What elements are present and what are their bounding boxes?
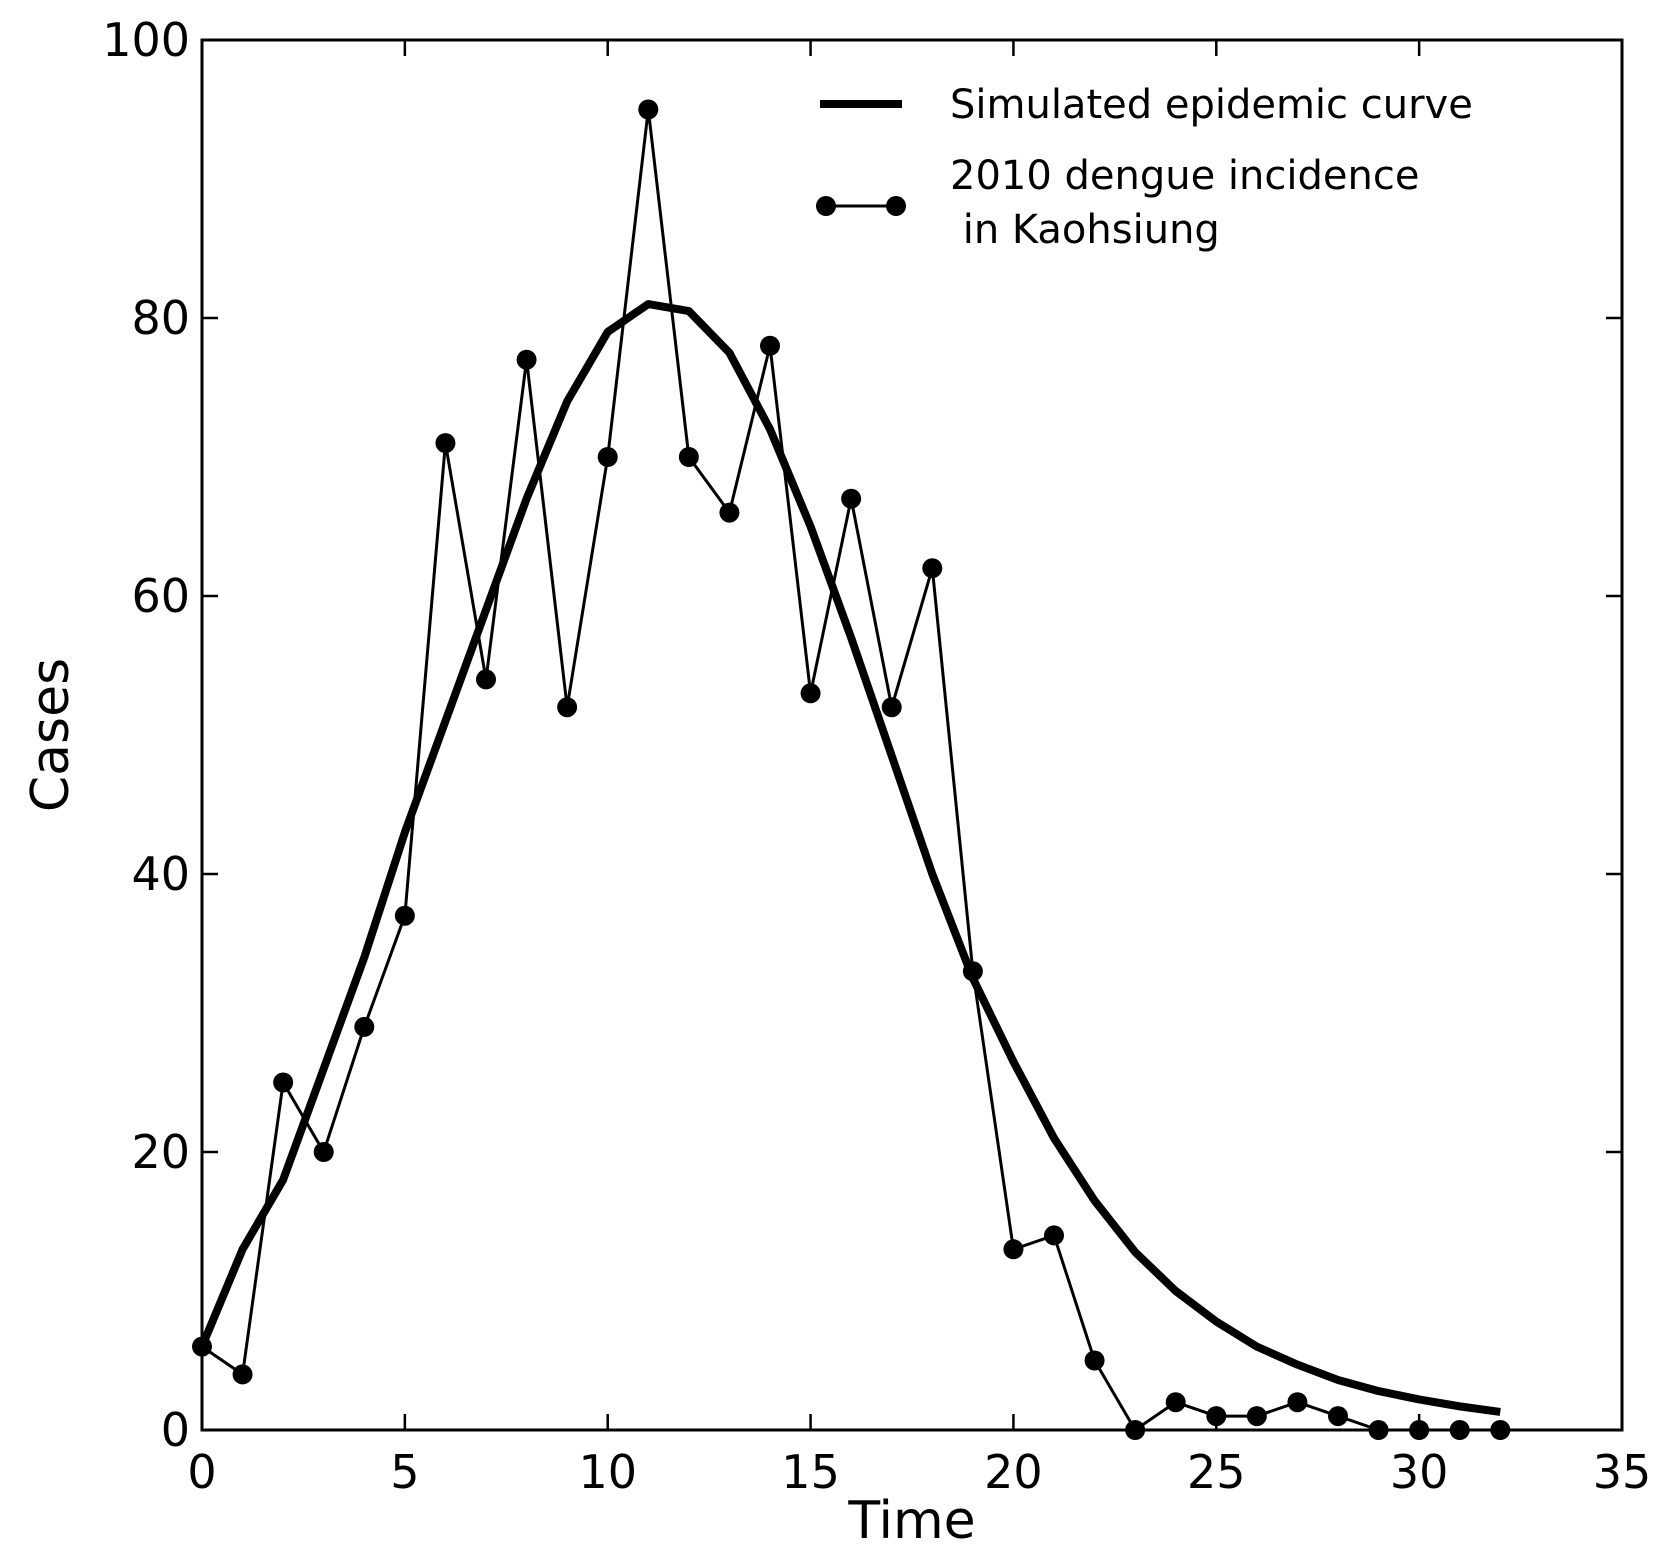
y-tick-label: 0 [161,1403,190,1457]
data-point [476,669,496,690]
data-point [273,1072,294,1093]
data-point [800,683,821,704]
data-point [1246,1406,1267,1427]
data-point [638,99,659,120]
data-point [232,1364,253,1385]
y-tick-label: 100 [102,13,190,67]
data-point [1165,1392,1186,1413]
data-point [962,961,983,982]
plot-area [192,99,1511,1440]
data-point [1003,1239,1024,1260]
legend-label-incidence: 2010 dengue incidence in Kaohsiung [950,153,1419,253]
data-point [922,558,943,579]
data-point [760,335,780,356]
y-tick-label: 80 [131,291,190,345]
x-tick-label: 30 [1390,1445,1449,1499]
y-tick-label: 20 [131,1125,190,1179]
data-point [354,1016,375,1037]
x-tick-label: 15 [781,1445,840,1499]
data-point [557,697,578,718]
x-tick-label: 35 [1593,1445,1652,1499]
data-point [1084,1350,1105,1371]
y-tick-label: 40 [131,847,190,901]
data-point [1328,1406,1348,1427]
data-point [597,447,618,467]
x-tick-label: 10 [578,1445,637,1499]
data-point [1287,1392,1308,1413]
y-axis-label: Cases [21,658,81,812]
data-point [719,502,740,523]
legend: Simulated epidemic curve 2010 dengue inci… [816,82,1473,253]
legend-marker [816,196,836,216]
x-axis-label: Time [847,1491,975,1551]
series-line-simulated [198,300,1501,1416]
plot-frame [200,38,1624,1432]
x-tick-label: 0 [187,1445,216,1499]
axis-ticks: 0 5 10 15 20 25 30 35 0 20 40 60 80 100 [102,13,1651,1499]
x-tick-label: 5 [390,1445,419,1499]
x-tick-label: 20 [984,1445,1043,1499]
legend-label-simulated: Simulated epidemic curve [950,82,1473,128]
data-point [516,349,537,370]
data-point [881,697,902,718]
data-point [394,905,415,926]
x-tick-label: 25 [1187,1445,1246,1499]
legend-marker [886,196,906,216]
data-point [435,433,456,454]
data-point [313,1142,334,1162]
data-point [678,447,699,467]
y-tick-label: 60 [131,569,190,623]
data-point [841,488,862,509]
series-line-incidence [201,109,1501,1433]
data-point [1044,1225,1064,1246]
